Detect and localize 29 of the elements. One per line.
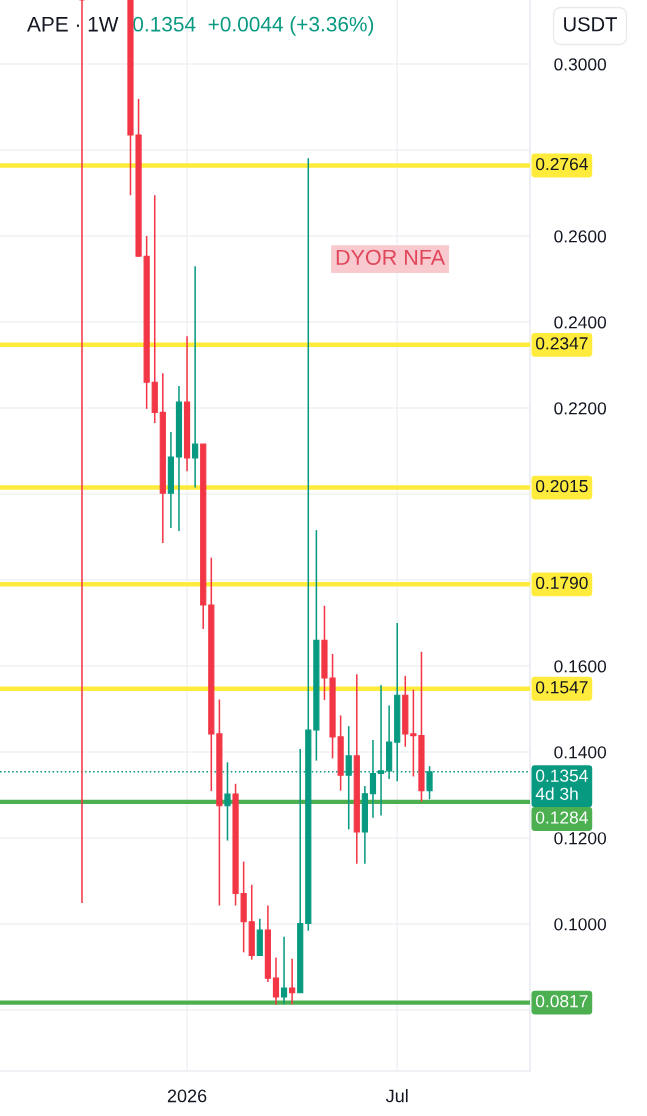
ref-line-label: 0.2764 [535, 157, 588, 171]
candlestick [280, 936, 288, 1006]
candlestick [272, 956, 280, 1006]
ref-line-label: 0.1790 [535, 576, 588, 589]
candlestick [289, 958, 296, 1006]
candlestick [224, 761, 231, 842]
y-tick-label: 0.1200 [554, 832, 607, 845]
x-tick-label: 2026 [167, 1089, 207, 1103]
y-tick-label: 0.1400 [554, 746, 607, 759]
y-tick-label: 0.1000 [554, 918, 607, 931]
ref-line-label: 0.2347 [535, 337, 588, 350]
x-tick-label: Jul [385, 1089, 408, 1103]
y-axis-title: USDT [564, 17, 617, 32]
annotation: DYOR NFA [336, 249, 446, 265]
ref-line-label: 0.2015 [535, 479, 588, 493]
y-tick-label: 0.2600 [554, 230, 607, 243]
text: 0.1354 +0.0044 (+3.36%) [133, 16, 374, 36]
ref-line-label: 0.1284 [535, 811, 588, 824]
text: APE · 1W [27, 17, 119, 32]
candlestick [192, 265, 199, 489]
candlestick [78, 0, 86, 904]
y-tick-label: 0.2200 [554, 402, 607, 415]
y-tick-label: 0.2400 [554, 316, 607, 329]
ref-line-label: 0.1354 4d 3h [535, 769, 588, 800]
y-tick-label: 0.1600 [554, 660, 607, 673]
ref-line-label: 0.0817 [535, 995, 588, 1008]
ref-line-label: 0.1547 [535, 681, 588, 694]
y-tick-label: 0.3000 [554, 58, 607, 71]
candlestick [369, 739, 377, 819]
